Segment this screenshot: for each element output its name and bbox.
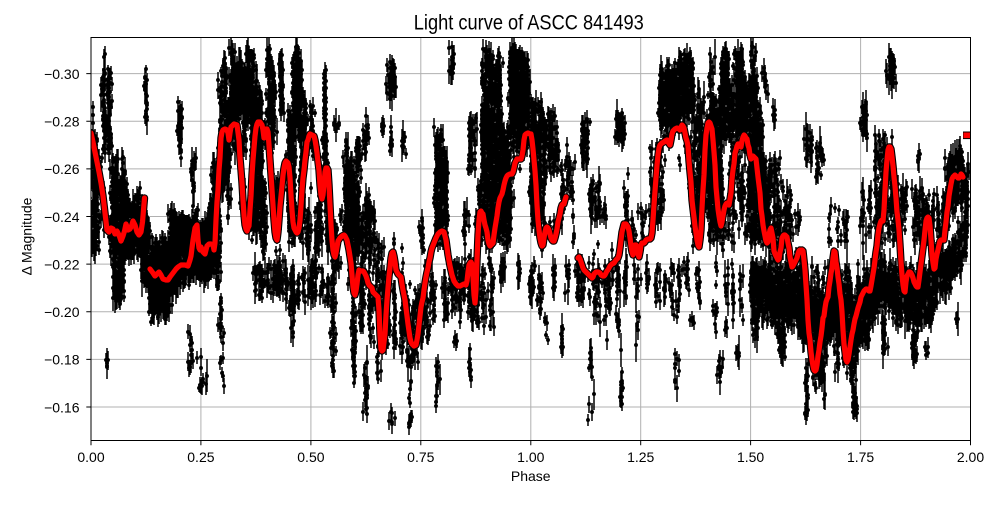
svg-text:−0.18: −0.18 xyxy=(44,352,80,368)
svg-text:−0.24: −0.24 xyxy=(44,209,80,225)
svg-text:Light curve of ASCC 841493: Light curve of ASCC 841493 xyxy=(414,10,644,35)
svg-text:−0.30: −0.30 xyxy=(44,66,80,82)
svg-text:0.25: 0.25 xyxy=(187,449,214,465)
svg-text:Δ Magnitude: Δ Magnitude xyxy=(18,197,34,275)
svg-text:0.00: 0.00 xyxy=(77,449,104,465)
svg-text:1.75: 1.75 xyxy=(847,449,874,465)
svg-text:−0.22: −0.22 xyxy=(44,256,80,272)
svg-text:−0.26: −0.26 xyxy=(44,161,80,177)
svg-text:1.25: 1.25 xyxy=(627,449,654,465)
svg-text:Phase: Phase xyxy=(511,468,551,484)
svg-text:0.75: 0.75 xyxy=(407,449,434,465)
svg-text:−0.28: −0.28 xyxy=(44,114,80,130)
svg-text:1.50: 1.50 xyxy=(737,449,764,465)
svg-text:−0.20: −0.20 xyxy=(44,304,80,320)
svg-text:0.50: 0.50 xyxy=(297,449,324,465)
svg-text:2.00: 2.00 xyxy=(957,449,984,465)
svg-text:−0.16: −0.16 xyxy=(44,399,80,415)
svg-text:1.00: 1.00 xyxy=(517,449,544,465)
